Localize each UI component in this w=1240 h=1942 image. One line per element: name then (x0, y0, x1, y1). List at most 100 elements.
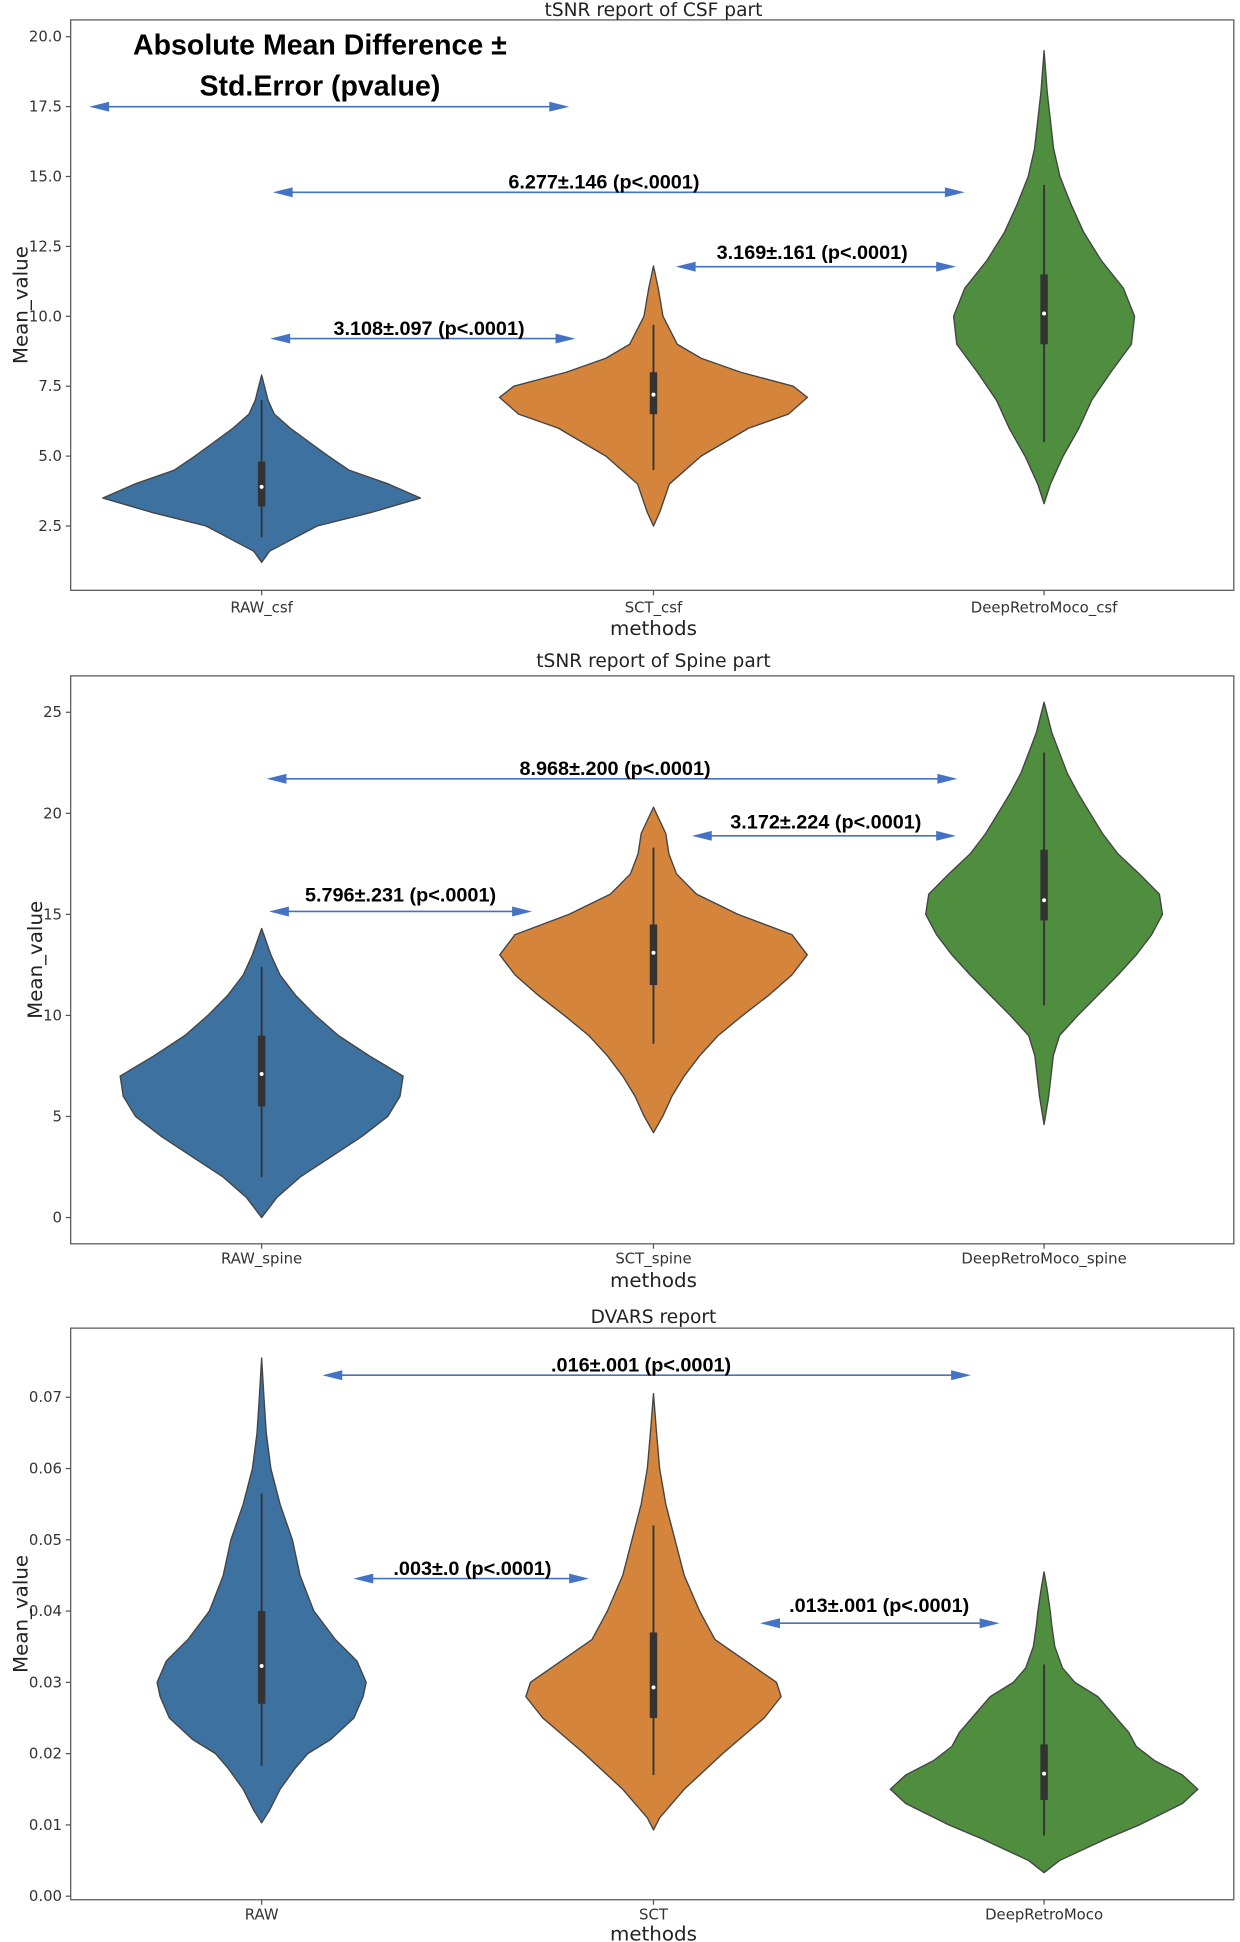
header-line2: Std.Error (pvalue) (199, 71, 440, 103)
y-tick-label: 0.00 (29, 1887, 62, 1905)
y-tick-label: 0.02 (29, 1745, 62, 1763)
arrow-head-right (555, 333, 576, 344)
comparison-arrow (322, 1370, 971, 1381)
x-axis-label: methods (610, 617, 697, 640)
panel-2: tSNR report of Spine part 0 5 10 15 20 25 Mean_… (24, 651, 1235, 1292)
y-tick-label: 0.04 (29, 1602, 62, 1620)
plot-frame (70, 675, 1235, 1245)
comparison-annotation: 3.169±.161 (p<.0001) (717, 242, 908, 264)
violin-median (651, 950, 656, 955)
y-axis-label: Mean_value (9, 246, 32, 364)
y-tick-label: 15.0 (29, 167, 62, 185)
comparison-arrow (266, 773, 958, 784)
x-tick-label: RAW_spine (221, 1250, 302, 1268)
arrow-head-right (951, 1370, 971, 1381)
violin-DeepRetroMoco_spine (925, 701, 1164, 1126)
x-tick-label: RAW_csf (230, 599, 293, 617)
comparison-arrow (760, 1618, 1000, 1629)
violin-iqr-box (257, 1035, 266, 1107)
panel-3: DVARS report 0.00 0.01 0.02 0.03 0.04 0.05 0.06… (9, 1307, 1235, 1942)
arrow-head-left (269, 906, 289, 917)
comparison-arrow (675, 261, 957, 272)
x-tick-label: RAW (245, 1906, 279, 1924)
comparison-annotation: .016±.001 (p<.0001) (551, 1355, 731, 1377)
y-tick-label: 17.5 (29, 98, 62, 116)
comparison-arrow (691, 830, 957, 841)
y-tick-label: 0.03 (29, 1673, 62, 1691)
y-tick-label: 20 (43, 804, 62, 822)
y-tick-label: 25 (43, 703, 62, 721)
arrow-head-left (322, 1370, 343, 1381)
arrow-head-left (89, 101, 110, 112)
comparison-annotation: 5.796±.231 (p<.0001) (305, 885, 496, 907)
legend-arrow (89, 101, 570, 112)
violin-iqr-box (649, 924, 658, 986)
violin-iqr-box (649, 1632, 658, 1719)
violin-iqr-box (257, 1611, 266, 1704)
y-tick-label: 0.01 (29, 1816, 62, 1834)
violin-median (651, 1685, 656, 1690)
y-tick-label: 5.0 (38, 447, 62, 465)
x-tick-label: DeepRetroMoco (985, 1906, 1103, 1924)
violin-median (651, 392, 656, 397)
violin-SCT (525, 1393, 782, 1831)
violin-DeepRetroMoco (889, 1571, 1199, 1874)
chart-title: tSNR report of CSF part (545, 0, 763, 21)
violin-median (1042, 898, 1047, 903)
violin-median (259, 484, 264, 489)
arrow-head-left (270, 333, 291, 344)
arrow-head-right (512, 906, 532, 917)
comparison-arrow (353, 1573, 589, 1584)
arrow-head-right (569, 1573, 589, 1584)
x-tick-label: SCT (639, 1906, 669, 1924)
x-axis-label: methods (610, 1923, 697, 1942)
arrow-head-right (936, 261, 957, 272)
plot-frame (70, 1327, 1235, 1901)
plot-frame (70, 19, 1235, 591)
arrow-head-right (549, 101, 570, 112)
comparison-arrow (270, 333, 576, 344)
comparison-arrow (269, 906, 532, 917)
y-tick-label: 20.0 (29, 28, 62, 46)
arrow-head-left (691, 830, 712, 841)
y-tick-label: 5 (53, 1107, 62, 1125)
violin-iqr-box (1040, 274, 1048, 345)
comparison-annotation: .003±.0 (p<.0001) (393, 1558, 551, 1580)
x-axis-label: methods (610, 1269, 697, 1292)
comparison-annotation: 3.108±.097 (p<.0001) (333, 318, 524, 340)
y-tick-label: 2.5 (38, 517, 62, 535)
comparison-annotation: 6.277±.146 (p<.0001) (508, 172, 699, 194)
arrow-head-right (979, 1618, 1000, 1629)
chart-title: DVARS report (591, 1307, 717, 1328)
violin-RAW_csf (102, 374, 422, 564)
violin-iqr-box (257, 461, 266, 507)
y-tick-label: 10 (43, 1006, 62, 1024)
x-tick-label: SCT_spine (615, 1250, 691, 1268)
header-line1: Absolute Mean Difference ± (133, 30, 507, 62)
violin-iqr-box (1040, 849, 1048, 921)
y-tick-label: 7.5 (38, 377, 62, 395)
comparison-annotation: 8.968±.200 (p<.0001) (519, 758, 710, 780)
y-axis-label: Mean_value (24, 901, 47, 1019)
violin-median (1042, 311, 1047, 316)
y-tick-label: 0.05 (29, 1531, 62, 1549)
arrow-head-left (760, 1618, 780, 1629)
chart-title: tSNR report of Spine part (536, 651, 770, 672)
arrow-head-left (272, 187, 293, 198)
x-tick-label: DeepRetroMoco_csf (971, 599, 1118, 617)
violin-median (259, 1072, 264, 1077)
violin-RAW (156, 1357, 367, 1824)
y-tick-label: 12.5 (29, 237, 62, 255)
y-tick-label: 0.06 (29, 1459, 62, 1477)
x-tick-label: DeepRetroMoco_spine (961, 1250, 1126, 1268)
comparison-arrow (272, 187, 965, 198)
y-tick-label: 15 (43, 905, 62, 923)
y-axis-label: Mean_value (9, 1555, 32, 1673)
comparison-annotation: 3.172±.224 (p<.0001) (730, 811, 921, 833)
violin-RAW_spine (119, 927, 404, 1219)
arrow-head-right (937, 773, 958, 784)
arrow-head-right (936, 830, 957, 841)
y-tick-label: 0.07 (29, 1388, 62, 1406)
violin-SCT_csf (498, 265, 809, 527)
